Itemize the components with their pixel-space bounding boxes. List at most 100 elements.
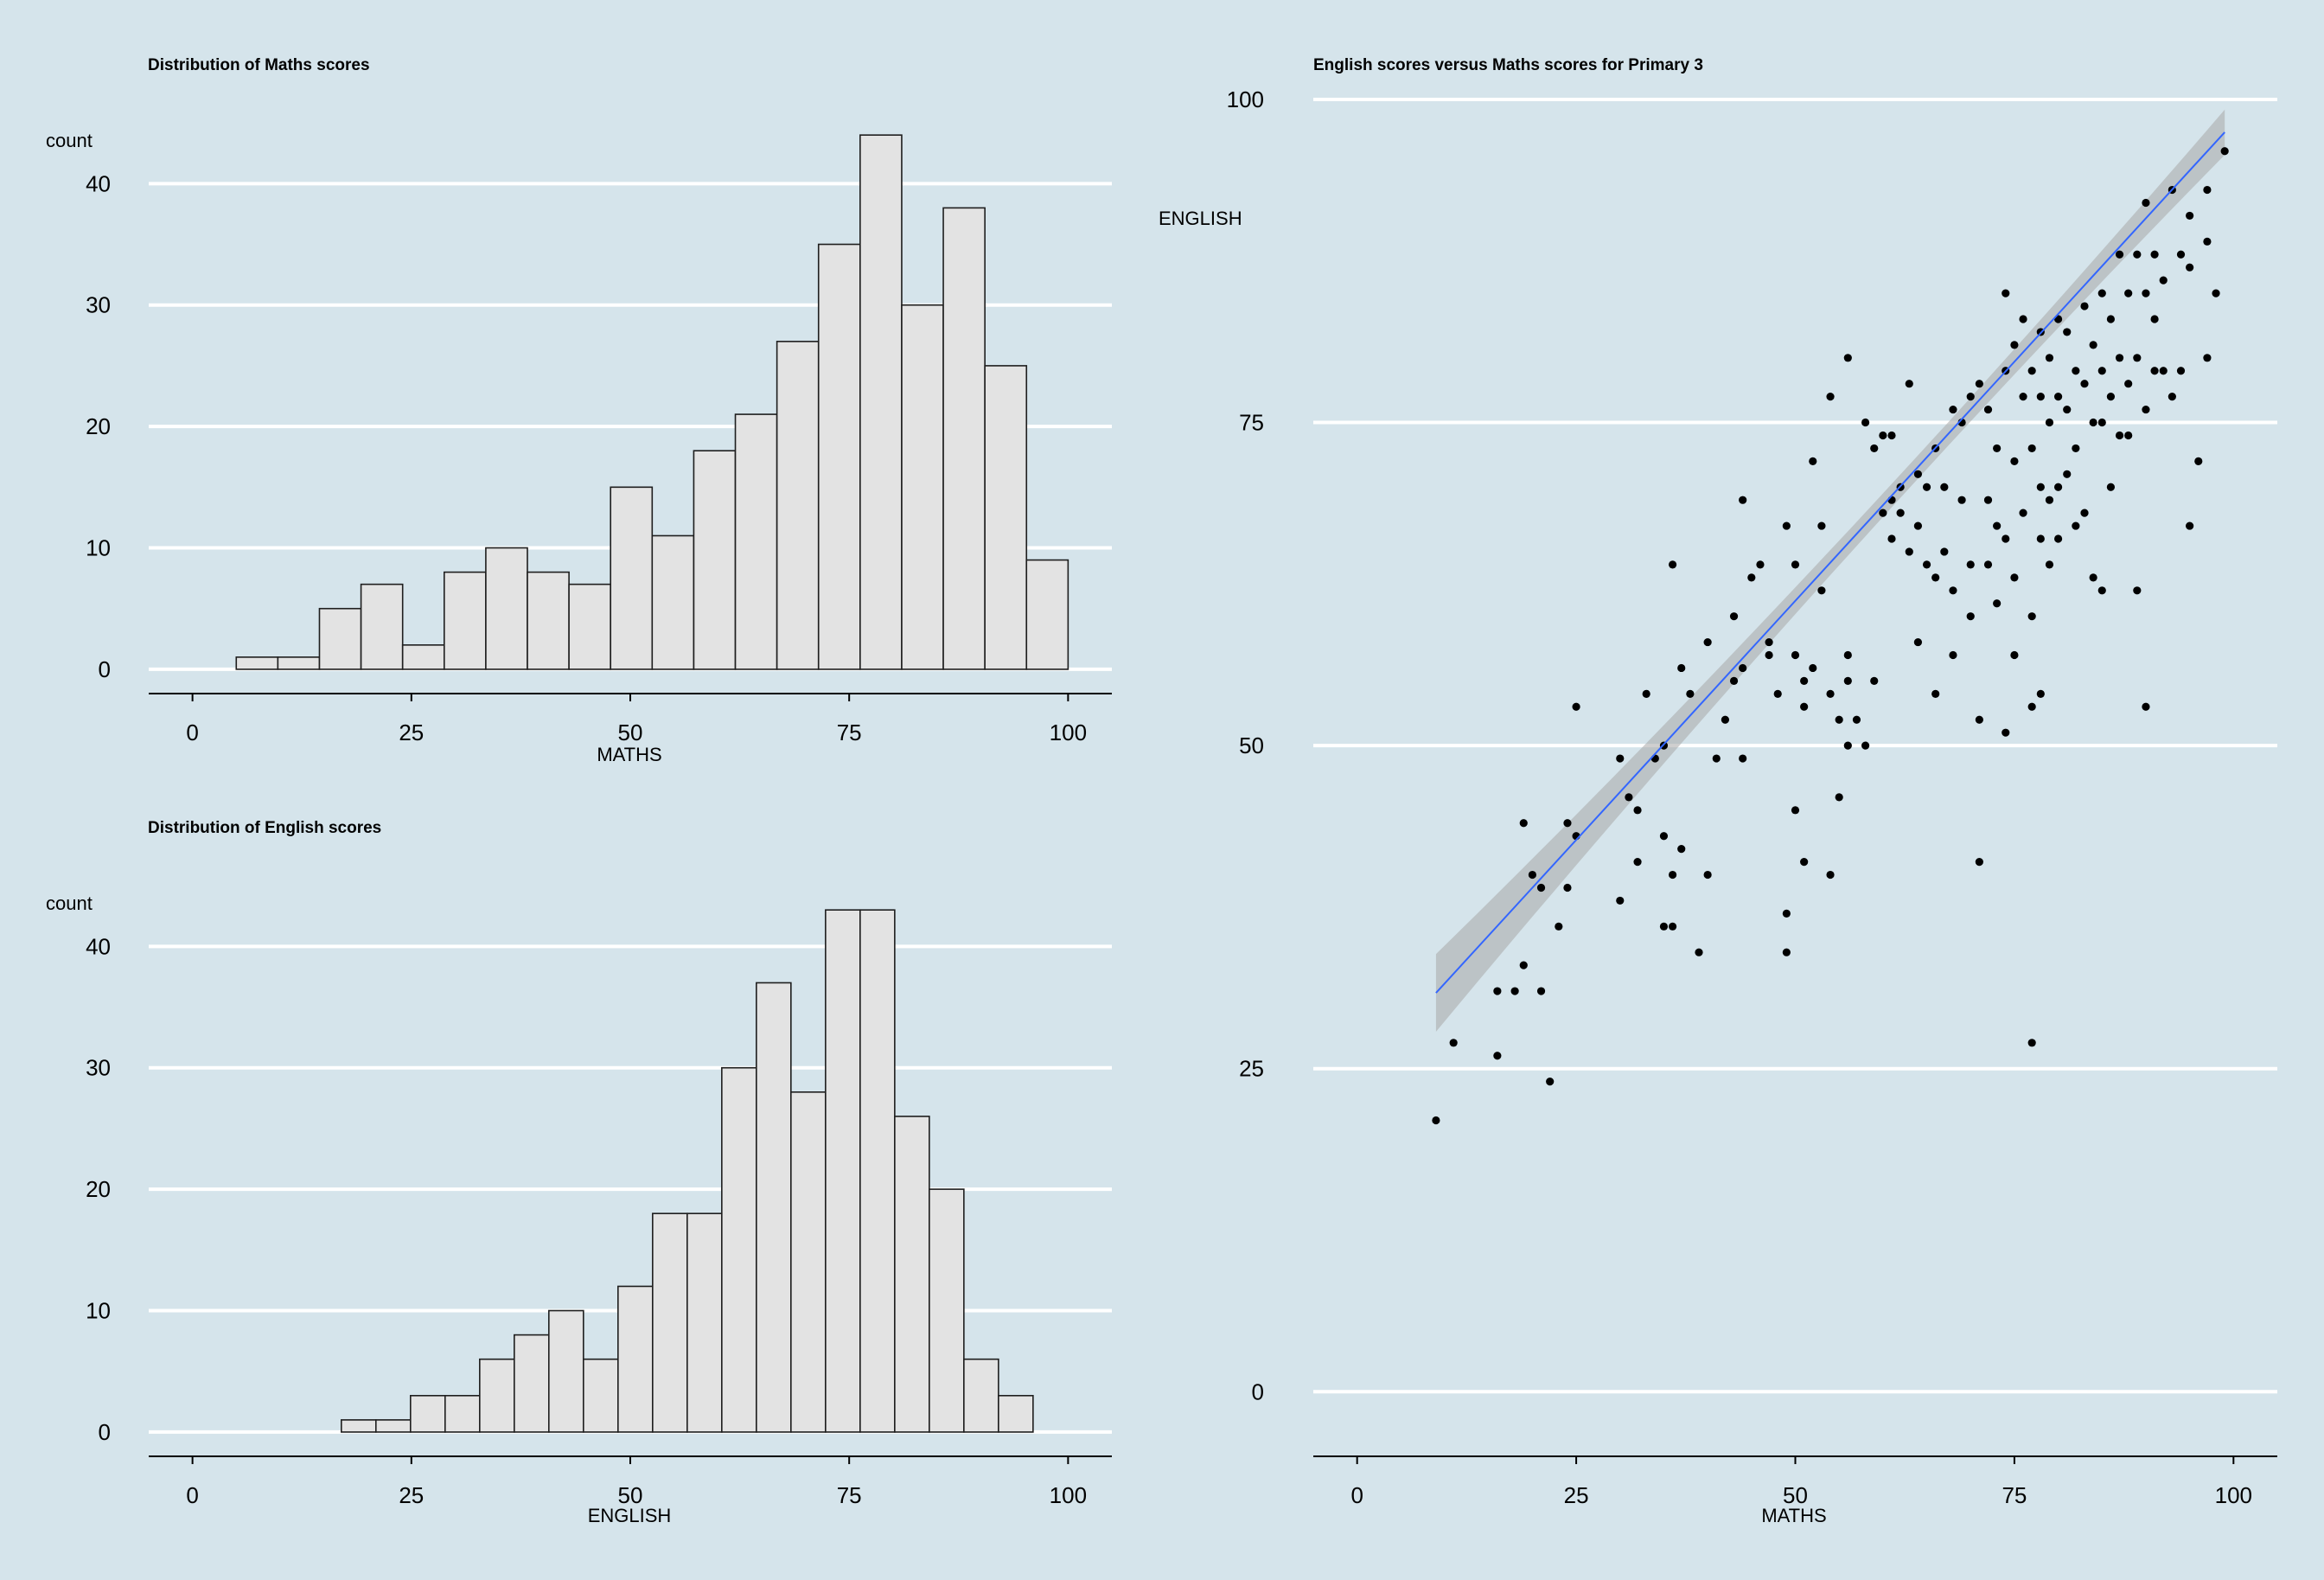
scatter-point <box>1887 496 1896 504</box>
scatter-point <box>1975 380 1983 388</box>
scatter-point <box>1983 405 1993 414</box>
scatter-point <box>1817 521 1826 530</box>
scatter-point <box>1809 663 1817 673</box>
histogram-bar <box>527 571 570 670</box>
scatter-point <box>2133 354 2142 362</box>
x-tick-label: 75 <box>2002 1482 2027 1508</box>
scatter-point <box>2010 573 2019 582</box>
x-tick-label: 75 <box>837 1482 862 1508</box>
scatter-point <box>2115 431 2124 440</box>
histogram-bar <box>963 1358 999 1433</box>
scatter-point <box>2176 367 2186 375</box>
y-tick-label: 40 <box>86 170 111 196</box>
scatter-point <box>1756 560 1765 569</box>
scatter-point <box>1879 509 1887 517</box>
scatter-point <box>1983 560 1993 569</box>
scatter-point <box>2106 393 2116 401</box>
histogram-bar <box>583 1358 619 1433</box>
scatter-point <box>2097 586 2106 595</box>
scatter-point <box>1747 573 1756 582</box>
scatter-point <box>1887 431 1896 440</box>
histogram-bar <box>514 1334 550 1433</box>
histogram-bar <box>375 1419 412 1433</box>
scatter-point <box>2115 250 2124 259</box>
scatter-point <box>1782 948 1791 956</box>
scatter-point <box>1861 418 1870 427</box>
scatter-point <box>2203 237 2212 246</box>
histogram-bar <box>235 656 279 670</box>
regression-line <box>1435 131 2225 994</box>
scatter-point <box>1729 612 1739 621</box>
scatter-point <box>1668 870 1677 880</box>
scatter-point <box>2002 534 2010 543</box>
scatter-point <box>1800 702 1809 711</box>
x-tick-label: 0 <box>186 1482 198 1508</box>
scatter-panel: English scores versus Maths scores for P… <box>1159 56 2277 1526</box>
scatter-point <box>2150 367 2159 375</box>
scatter-point <box>2203 354 2212 362</box>
histogram-bar <box>651 534 695 670</box>
scatter-point <box>1861 741 1870 750</box>
scatter-point <box>2080 509 2089 517</box>
scatter-point <box>2053 393 2063 401</box>
x-tick-label: 50 <box>1783 1482 1808 1508</box>
y-tick-label: 40 <box>86 933 111 959</box>
scatter-point <box>2027 702 2036 711</box>
scatter-point <box>1563 883 1572 892</box>
scatter-point <box>1835 715 1843 724</box>
histogram-bar <box>942 207 986 670</box>
scatter-point <box>2168 393 2176 401</box>
scatter-point <box>1633 806 1642 815</box>
maths-histogram-xlabel: MATHS <box>597 744 661 765</box>
scatter-point <box>1843 354 1852 362</box>
scatter-point <box>2019 393 2027 401</box>
scatter-point <box>1949 405 1957 414</box>
english-histogram-panel: Distribution of English scores count ENG… <box>46 819 1112 1526</box>
scatter-point <box>1616 896 1625 905</box>
scatter-point <box>2133 586 2142 595</box>
scatter-point <box>1782 521 1791 530</box>
histogram-bar <box>318 607 362 670</box>
english-histogram-ylabel: count <box>46 892 93 914</box>
scatter-point <box>1536 883 1546 892</box>
histogram-bar <box>825 909 861 1433</box>
scatter-point <box>1677 845 1686 854</box>
scatter-point <box>2036 534 2045 543</box>
scatter-point <box>1765 637 1773 647</box>
scatter-point <box>2045 354 2054 362</box>
histogram-bar <box>617 1285 654 1433</box>
scatter-point <box>2080 302 2089 310</box>
scatter-point <box>2176 250 2186 259</box>
scatter-point <box>1572 702 1580 711</box>
histogram-bar <box>1025 559 1069 670</box>
scatter-point <box>2142 289 2150 297</box>
scatter-point <box>2124 431 2133 440</box>
y-tick-label: 0 <box>99 1419 111 1445</box>
scatter-point <box>1931 689 1940 698</box>
scatter-point <box>1739 663 1747 673</box>
scatter-point <box>2212 289 2220 297</box>
scatter-point <box>1949 650 1957 660</box>
scatter-point <box>1773 689 1782 698</box>
histogram-bar <box>443 571 487 670</box>
histogram-bar <box>410 1395 446 1433</box>
scatter-point <box>1721 715 1730 724</box>
scatter-point <box>2089 418 2097 427</box>
histogram-bar <box>859 134 903 670</box>
scatter-point <box>2203 185 2212 195</box>
scatter-point <box>2045 418 2054 427</box>
scatter-point <box>1765 650 1773 660</box>
scatter-point <box>1782 909 1791 918</box>
scatter-fit-band <box>1435 109 2225 1033</box>
x-tick-label: 25 <box>399 1482 424 1508</box>
scatter-point <box>2010 341 2019 349</box>
scatter-point <box>1913 470 1923 478</box>
english-histogram-yticks: 0 10 20 30 40 <box>86 933 111 1445</box>
scatter-point <box>1519 819 1528 828</box>
scatter-point <box>2106 315 2116 323</box>
histogram-bar <box>901 304 944 670</box>
scatter-point <box>2097 418 2106 427</box>
scatter-point <box>2036 483 2045 491</box>
english-histogram-xlabel: ENGLISH <box>588 1505 672 1526</box>
